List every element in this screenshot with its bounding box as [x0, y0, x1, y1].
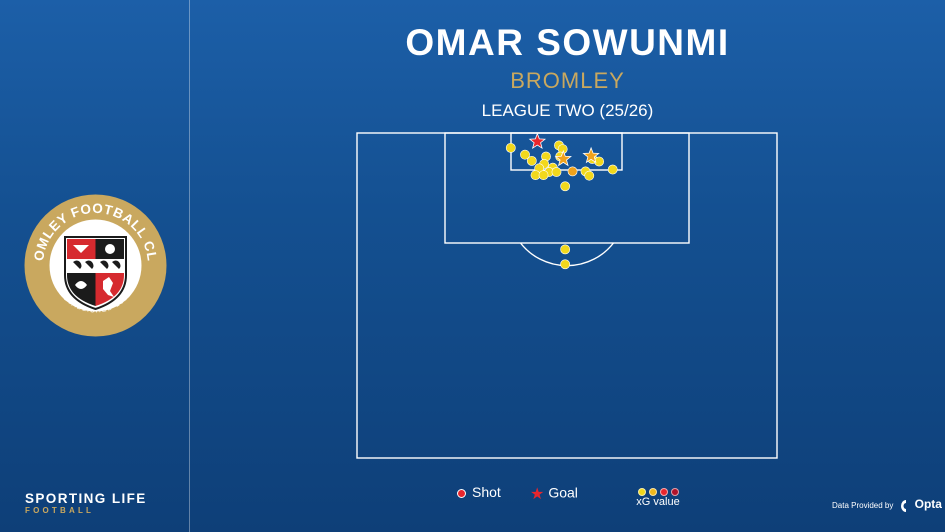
legend-shot: Shot — [457, 484, 501, 500]
legend-shot-label: Shot — [472, 484, 501, 500]
brand-sub-text: FOOTBALL — [25, 506, 95, 515]
shot-marker-19 — [584, 170, 595, 181]
legend-goal-label: Goal — [548, 484, 578, 501]
bromley-crest-logo: BROMLEY FOOTBALL CLUB ESTABLISHED 1892 — [23, 193, 167, 337]
team-name-subtitle: BROMLEY — [510, 68, 625, 93]
data-provider: Data Provided by Opta — [832, 497, 942, 513]
shot-marker-13 — [567, 166, 578, 177]
brand-main-text: SPORTING LIFE — [25, 491, 147, 506]
xg-scale-dot-1 — [637, 488, 646, 496]
shot-marker-icon — [457, 488, 466, 498]
provider-prefix: Data Provided by — [832, 501, 894, 510]
sidebar: BROMLEY FOOTBALL CLUB ESTABLISHED 1892 S… — [0, 0, 190, 532]
shot-marker-12 — [551, 167, 562, 177]
xg-scale-dots — [628, 483, 688, 496]
goal-star-icon: ★ — [530, 486, 545, 503]
shot-points — [505, 132, 618, 270]
shot-marker-4 — [520, 149, 530, 160]
shot-marker-20 — [607, 164, 618, 175]
shot-marker-22 — [560, 244, 571, 255]
goal-marker-1 — [528, 132, 547, 150]
crest-shield — [64, 236, 127, 311]
goal-marker-3 — [582, 146, 600, 164]
xg-scale: xG value — [628, 483, 688, 508]
shot-marker-21 — [560, 181, 571, 192]
sporting-life-brand: SPORTING LIFE FOOTBALL — [25, 492, 147, 516]
xg-scale-dot-4 — [670, 488, 679, 496]
legend-goal: ★ Goal — [530, 484, 578, 504]
xg-scale-dot-3 — [659, 488, 668, 496]
xg-scale-label: xG value — [636, 496, 680, 508]
shot-marker-1 — [505, 142, 516, 153]
xg-scale-dot-2 — [648, 488, 657, 496]
competition-label: LEAGUE TWO (25/26) — [481, 101, 654, 120]
provider-name: Opta — [914, 497, 942, 511]
shot-marker-5 — [526, 155, 537, 166]
opta-logo-icon — [900, 499, 906, 512]
shot-marker-18 — [538, 170, 549, 180]
goal-marker-2 — [554, 149, 572, 167]
shot-marker-23 — [560, 259, 571, 270]
player-name-title: OMAR SOWUNMI — [405, 22, 730, 63]
